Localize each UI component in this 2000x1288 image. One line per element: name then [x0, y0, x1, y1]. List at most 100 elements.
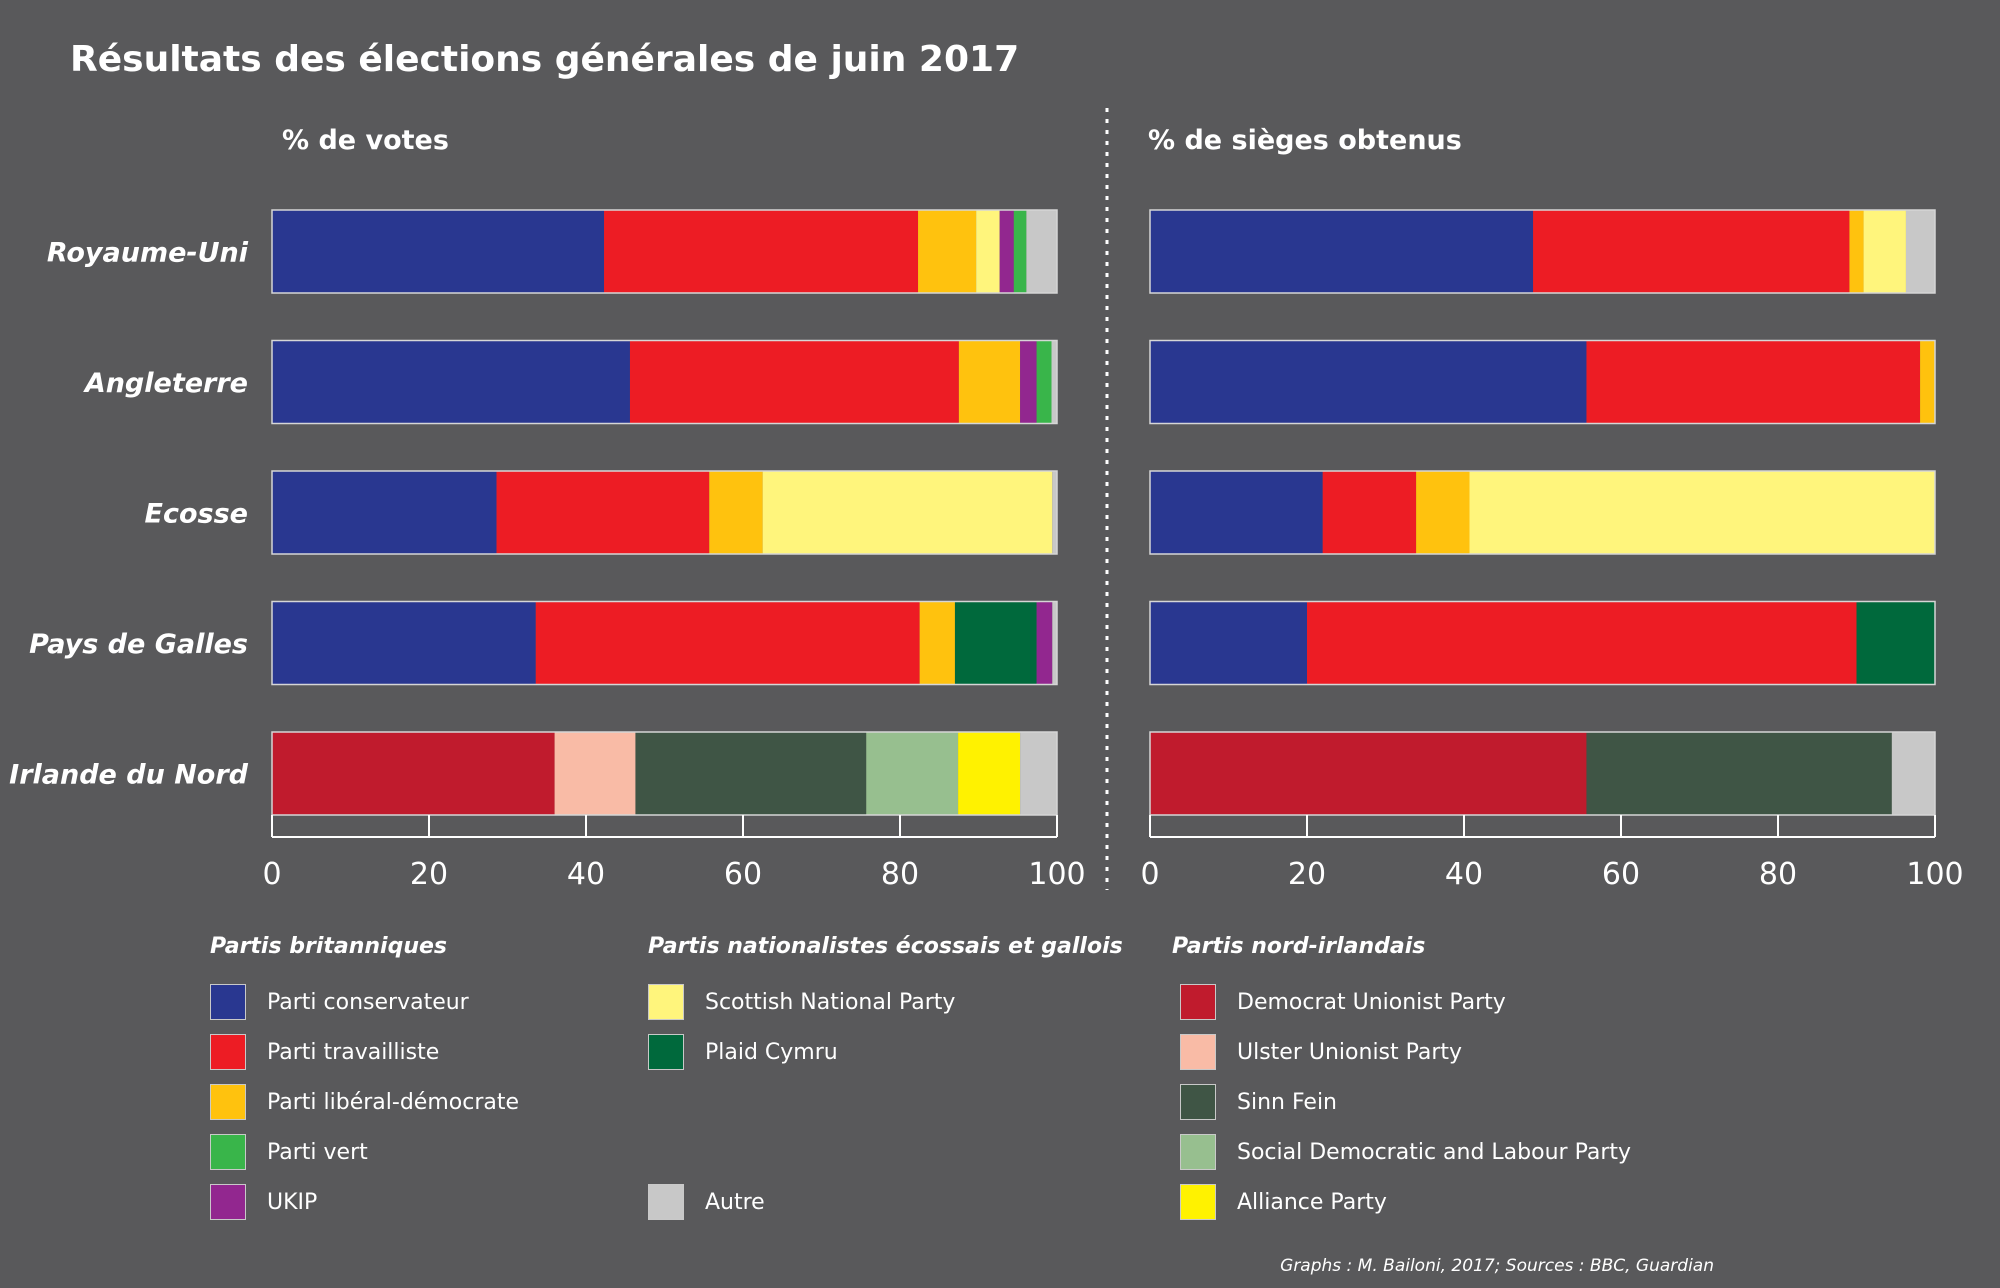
bar-segment-oth	[1052, 601, 1057, 685]
panel-title: % de sièges obtenus	[1148, 125, 1462, 156]
legend-item-grn: Parti vert	[210, 1133, 368, 1171]
legend-swatch	[1180, 984, 1216, 1020]
bar-segment-snp	[762, 471, 1053, 554]
legend-label: Parti libéral-démocrate	[267, 1089, 520, 1115]
source-footer: Graphs : M. Bailoni, 2017; Sources : BBC…	[1280, 1256, 1714, 1276]
bar-segment-lab	[604, 210, 919, 293]
bar-segment-ukip	[1020, 340, 1037, 424]
legend-label: UKIP	[267, 1189, 318, 1215]
legend-item-dup: Democrat Unionist Party	[1180, 983, 1506, 1021]
x-tick-label: 60	[724, 857, 762, 892]
category-label: Pays de Galles	[29, 629, 248, 660]
bar-segment-ukip	[1036, 601, 1053, 685]
bar-segment-oth	[1891, 732, 1935, 815]
bar-segment-lab	[496, 471, 710, 554]
bar-segment-con	[272, 471, 497, 554]
bar-segment-grn	[1013, 210, 1027, 293]
x-tick-label: 80	[1759, 857, 1797, 892]
bar-segment-con	[272, 340, 630, 424]
bar-segment-oth	[1052, 471, 1057, 554]
bar-segment-ld	[1416, 471, 1470, 554]
legend-swatch	[1180, 1184, 1216, 1220]
bar-segment-snp	[976, 210, 1000, 293]
bar-segment-con	[1150, 601, 1307, 685]
bar-segment-ld	[918, 210, 977, 293]
bar-segment-snp	[1469, 471, 1935, 554]
bar-outline	[1149, 209, 1936, 294]
x-tick-label: 60	[1602, 857, 1640, 892]
bar-outline	[1149, 731, 1936, 816]
bar-outline	[271, 600, 1058, 686]
bar-segment-lab	[1586, 340, 1921, 424]
bar-segment-oth	[1905, 210, 1935, 293]
bar-segment-ld	[958, 340, 1021, 424]
bar-segment-oth	[1051, 340, 1057, 424]
bar-segment-sdlp	[866, 732, 959, 815]
bar-segment-ap	[958, 732, 1021, 815]
legend-label: Social Democratic and Labour Party	[1237, 1139, 1632, 1165]
bar-outline	[1149, 470, 1936, 555]
bar-segment-lab	[1307, 601, 1857, 685]
legend-swatch	[1180, 1134, 1216, 1170]
legend-item-uup: Ulster Unionist Party	[1180, 1033, 1462, 1071]
bar-segment-pc	[954, 601, 1037, 685]
x-tick-label: 20	[410, 857, 448, 892]
chart-title: Résultats des élections générales de jui…	[70, 39, 1019, 80]
legend-swatch	[1180, 1084, 1216, 1120]
bar-segment-lab	[1533, 210, 1850, 293]
legend-label: Democrat Unionist Party	[1237, 989, 1506, 1015]
legend-swatch	[1180, 1034, 1216, 1070]
legend-item-con: Parti conservateur	[210, 983, 469, 1021]
legend-swatch	[648, 984, 684, 1020]
legend-item-sf: Sinn Fein	[1180, 1083, 1337, 1121]
bar-segment-lab	[1322, 471, 1417, 554]
x-tick-label: 100	[1906, 857, 1963, 892]
category-label: Angleterre	[83, 368, 248, 399]
legend-swatch	[210, 1134, 246, 1170]
x-tick-label: 40	[567, 857, 605, 892]
bar-outline	[271, 731, 1058, 816]
bar-segment-ld	[709, 471, 763, 554]
x-tick-label: 40	[1445, 857, 1483, 892]
bar-segment-sf	[1586, 732, 1892, 815]
category-label: Ecosse	[145, 499, 248, 530]
legend-item-ap: Alliance Party	[1180, 1183, 1387, 1221]
bar-segment-con	[1150, 471, 1323, 554]
bar-segment-oth	[1020, 732, 1057, 815]
x-tick-label: 0	[1140, 857, 1159, 892]
category-label: Irlande du Nord	[9, 760, 249, 791]
bar-outline	[271, 470, 1058, 555]
bar-segment-con	[1150, 340, 1587, 424]
legend-swatch	[210, 1034, 246, 1070]
bar-outline	[1149, 339, 1936, 425]
legend-item-pc: Plaid Cymru	[648, 1033, 838, 1071]
legend-item-oth: Autre	[648, 1183, 765, 1221]
panel-2: % de sièges obtenus 0 20 40 60 80 100	[1140, 125, 1963, 892]
bar-segment-snp	[1863, 210, 1906, 293]
bar-outline	[271, 339, 1058, 425]
bar-segment-uup	[554, 732, 636, 815]
legend-item-ukip: UKIP	[210, 1183, 317, 1221]
legend-label: Parti vert	[267, 1139, 368, 1165]
legend-item-lab: Parti travailliste	[210, 1033, 439, 1071]
legend-swatch	[648, 1184, 684, 1220]
legend-label: Autre	[705, 1189, 765, 1215]
bar-segment-con	[272, 210, 605, 293]
bar-segment-ukip	[999, 210, 1014, 293]
x-tick-label: 0	[262, 857, 281, 892]
legend-swatch	[210, 984, 246, 1020]
legend-item-snp: Scottish National Party	[648, 983, 955, 1021]
legend-swatch	[648, 1034, 684, 1070]
bar-segment-con	[272, 601, 536, 685]
category-label: Royaume-Uni	[47, 238, 249, 269]
x-tick-label: 80	[881, 857, 919, 892]
legend-label: Alliance Party	[1237, 1189, 1387, 1215]
bar-segment-ld	[1849, 210, 1864, 293]
bar-outline	[1149, 600, 1936, 686]
legend-item-sdlp: Social Democratic and Labour Party	[1180, 1133, 1631, 1171]
legend-swatch	[210, 1084, 246, 1120]
bar-segment-sf	[635, 732, 867, 815]
legend-label: Ulster Unionist Party	[1237, 1039, 1463, 1065]
bar-outline	[271, 209, 1058, 294]
legend-group-title: Partis nord-irlandais	[1172, 934, 1426, 959]
